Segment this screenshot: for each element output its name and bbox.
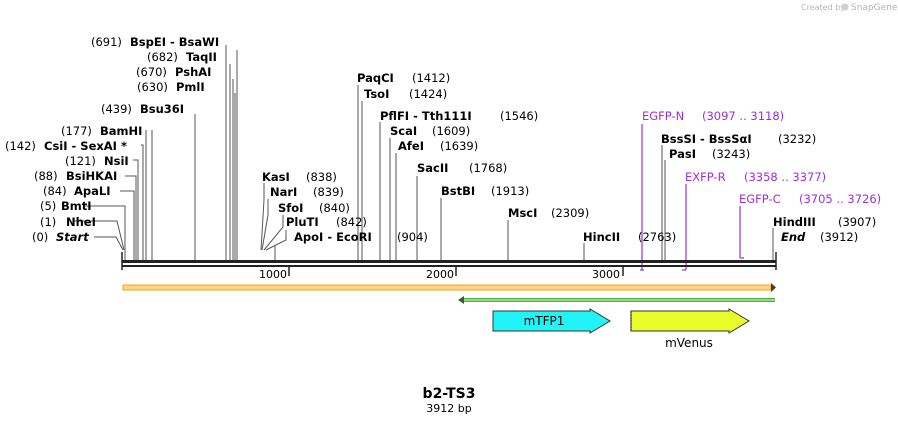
site-pluti[interactable]: PluTI — [286, 215, 319, 229]
site-sacii[interactable]: SacII — [417, 161, 448, 175]
site-kasi[interactable]: KasI — [262, 170, 290, 184]
primer-exfp-r[interactable]: EXFP-R — [685, 170, 726, 184]
site-bmti[interactable]: BmtI — [61, 199, 92, 213]
primer-egfp-c-range: (3705 .. 3726) — [799, 192, 881, 206]
site-bsu36i-pos: (439) — [101, 102, 132, 116]
primer-exfp-r-range: (3358 .. 3377) — [744, 170, 826, 184]
site-nhei-pos: (1) — [40, 215, 56, 229]
feature-label-mtfp1: mTFP1 — [524, 314, 565, 328]
site-bamhi[interactable]: BamHI — [100, 124, 142, 138]
tick-label-3000: 3000 — [592, 268, 620, 281]
site-sfoi-pos: (840) — [319, 201, 350, 215]
site-labels-right: KasI (838) NarI (839) SfoI (840) PluTI (… — [262, 71, 876, 244]
site-bamhi-pos: (177) — [61, 124, 92, 138]
site-pflfi-pos: (1546) — [500, 109, 538, 123]
primer-egfp-c[interactable]: EGFP-C — [739, 192, 781, 206]
site-bsssi-bsssai[interactable]: BssSI - BssSαI — [661, 132, 752, 146]
primer-egfp-n-range: (3097 .. 3118) — [702, 109, 784, 123]
site-scai-pos: (1609) — [432, 124, 470, 138]
site-bsssi-pos: (3232) — [778, 132, 816, 146]
site-bsihkai-pos: (88) — [34, 169, 58, 183]
site-afei[interactable]: AfeI — [398, 139, 424, 153]
sequence-backbone — [121, 252, 777, 270]
site-nari[interactable]: NarI — [270, 185, 297, 199]
watermark: Created by — [801, 3, 845, 12]
snapgene-logo-icon — [841, 3, 849, 11]
site-hincii-pos: (2763) — [638, 230, 676, 244]
orange-band — [122, 283, 776, 292]
brand: SnapGene — [851, 3, 898, 13]
site-labels-left: (0) Start (1) NheI (5) BmtI (84) ApaLI (… — [5, 35, 219, 244]
site-start-pos: (0) — [32, 230, 48, 244]
tick-label-1000: 1000 — [259, 268, 287, 281]
site-msci-pos: (2309) — [551, 206, 589, 220]
cut-site-lines — [74, 45, 774, 260]
site-pluti-pos: (842) — [336, 215, 367, 229]
site-hindiii[interactable]: HindIII — [773, 215, 816, 229]
site-bsihkai[interactable]: BsiHKAI — [66, 169, 117, 183]
feature-mtfp1[interactable]: mTFP1 — [492, 308, 611, 334]
feature-mvenus[interactable]: mVenus — [630, 308, 750, 350]
primer-labels: EGFP-N (3097 .. 3118) EXFP-R (3358 .. 33… — [642, 109, 881, 206]
site-scai[interactable]: ScaI — [390, 124, 417, 138]
site-pasi-pos: (3243) — [712, 147, 750, 161]
site-pasi[interactable]: PasI — [669, 147, 696, 161]
site-paqci-pos: (1412) — [412, 71, 450, 85]
site-sfoi[interactable]: SfoI — [278, 201, 303, 215]
site-end-pos: (3912) — [820, 230, 858, 244]
primer-lines — [640, 124, 744, 271]
green-band — [458, 296, 775, 304]
tick-label-2000: 2000 — [426, 268, 454, 281]
site-csii-pos: (142) — [5, 139, 36, 153]
site-nari-pos: (839) — [313, 185, 344, 199]
site-bsu36i[interactable]: Bsu36I — [140, 102, 184, 116]
site-hindiii-pos: (3907) — [838, 215, 876, 229]
site-apali-pos: (84) — [43, 184, 67, 198]
site-tsoi[interactable]: TsoI — [364, 87, 389, 101]
site-afei-pos: (1639) — [440, 139, 478, 153]
site-bmti-pos: (5) — [40, 199, 56, 213]
site-taqii-pos: (682) — [147, 50, 178, 64]
site-pflfi-tth111i[interactable]: PflFI - Tth111I — [380, 109, 472, 123]
site-msci[interactable]: MscI — [508, 206, 537, 220]
primer-egfp-n[interactable]: EGFP-N — [642, 109, 684, 123]
site-nhei[interactable]: NheI — [66, 215, 96, 229]
site-end: End — [781, 230, 806, 244]
map-length: 3912 bp — [426, 402, 471, 415]
site-apoi-pos: (904) — [397, 230, 428, 244]
site-kasi-pos: (838) — [306, 170, 337, 184]
site-bstbi-pos: (1913) — [491, 184, 529, 198]
site-hincii[interactable]: HincII — [583, 230, 620, 244]
site-pmli[interactable]: PmlI — [176, 80, 205, 94]
site-bspei-bsawi[interactable]: BspEI - BsaWI — [130, 35, 219, 49]
site-paqci[interactable]: PaqCI — [357, 71, 394, 85]
site-csii-sexai[interactable]: CsiI - SexAI * — [44, 139, 127, 153]
site-start: Start — [56, 230, 89, 244]
site-pshai-pos: (670) — [136, 65, 167, 79]
site-bstbi[interactable]: BstBI — [441, 184, 475, 198]
site-apali[interactable]: ApaLI — [74, 184, 111, 198]
site-pmli-pos: (630) — [137, 80, 168, 94]
site-apoi-ecori[interactable]: ApoI - EcoRI — [294, 230, 372, 244]
ruler: 1000 2000 3000 — [259, 267, 624, 281]
site-bspei-pos: (691) — [91, 35, 122, 49]
map-title: b2-TS3 — [423, 386, 476, 402]
site-sacii-pos: (1768) — [469, 161, 507, 175]
site-tsoi-pos: (1424) — [409, 87, 447, 101]
site-nsii-pos: (121) — [65, 154, 96, 168]
site-taqii[interactable]: TaqII — [186, 50, 217, 64]
site-pshai[interactable]: PshAI — [175, 65, 211, 79]
feature-label-mvenus: mVenus — [665, 336, 713, 350]
site-nsii[interactable]: NsiI — [104, 154, 129, 168]
